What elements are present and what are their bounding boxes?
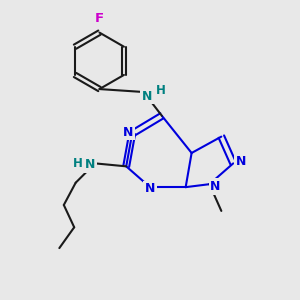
Text: H: H [73,157,83,170]
Text: H: H [156,84,166,97]
Text: N: N [210,180,220,193]
Text: N: N [142,90,152,103]
Text: N: N [236,155,246,168]
Text: N: N [145,182,155,195]
Text: F: F [95,12,104,25]
Text: N: N [85,158,96,171]
Text: N: N [122,126,133,139]
